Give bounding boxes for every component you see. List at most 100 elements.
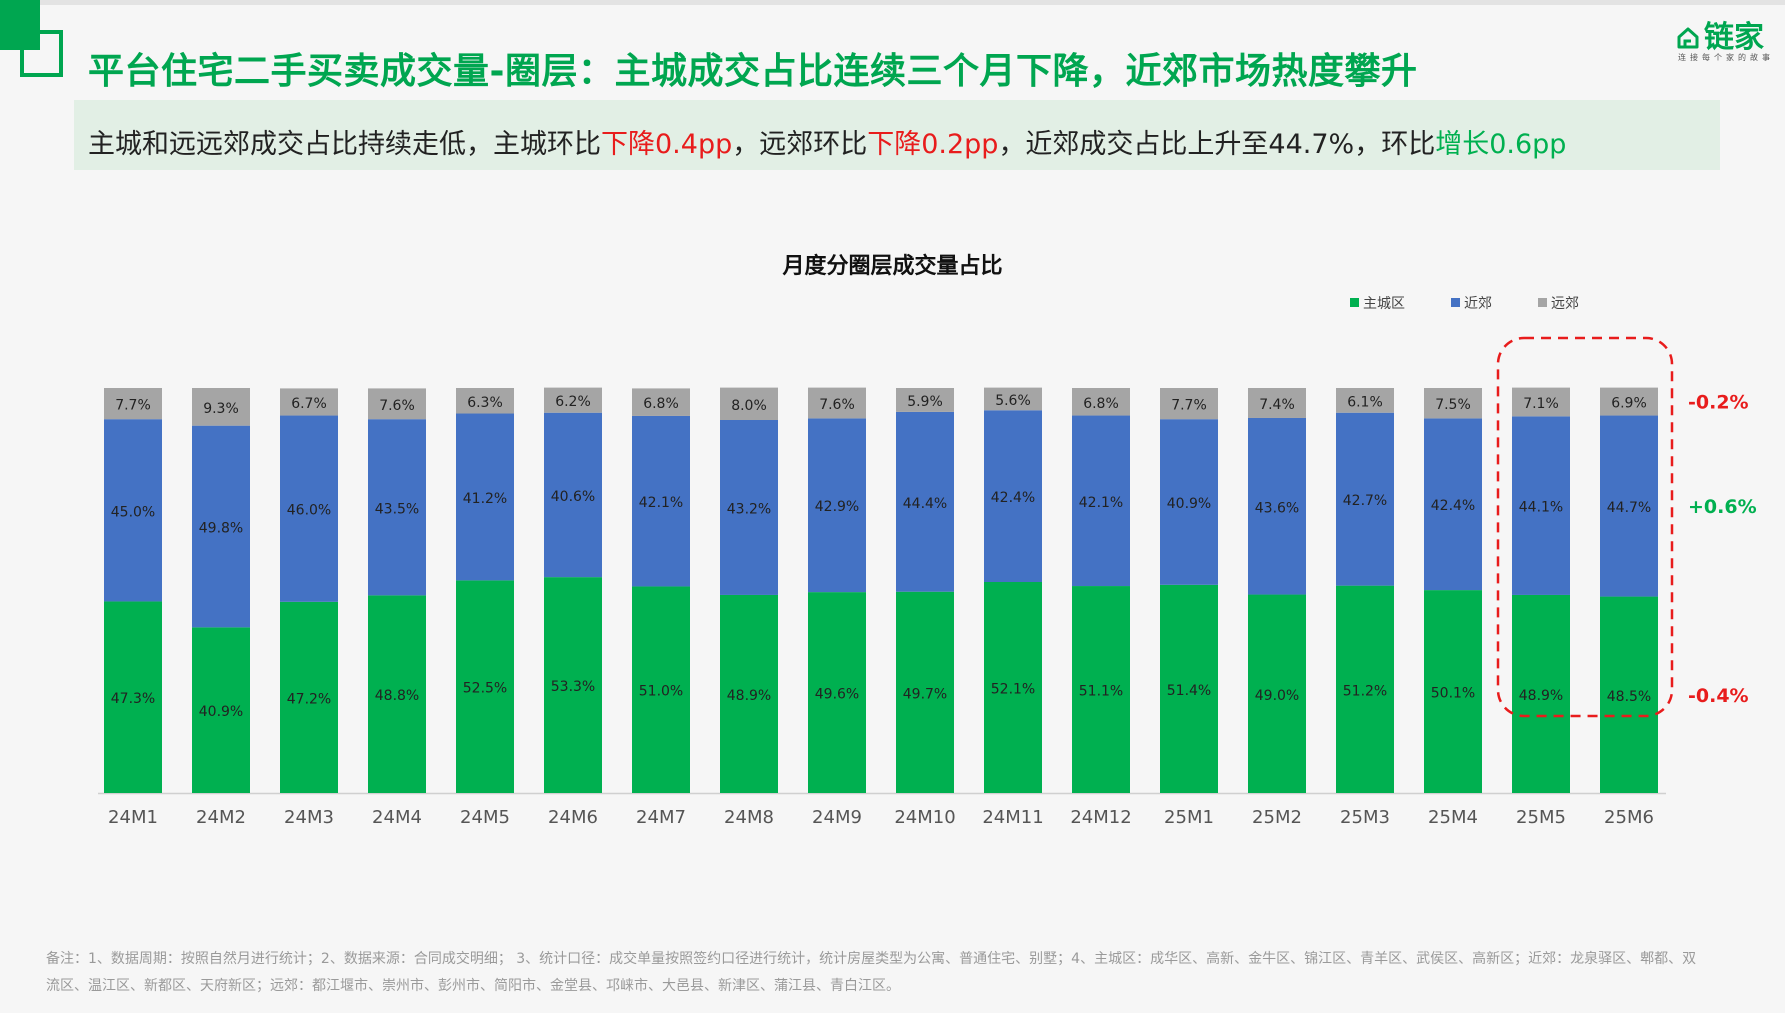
legend-label-主城区: 主城区 [1363, 296, 1405, 312]
x-tick-label-24M1: 24M1 [108, 807, 158, 828]
bar-远郊-24M4 [368, 388, 426, 420]
corner-decoration-outline [20, 30, 63, 77]
summary-part1: 主城和远远郊成交占比持续走低，主城环比 [88, 129, 601, 160]
top-divider [0, 0, 1785, 5]
logo-text: 链家 [1704, 20, 1764, 55]
data-label-主城区-25M4: 50.1% [1431, 686, 1475, 702]
x-tick-label-25M5: 25M5 [1516, 807, 1566, 828]
bar-主城区-25M2 [1248, 594, 1306, 793]
data-label-远郊-25M5: 7.1% [1523, 396, 1559, 412]
bar-近郊-24M5 [456, 413, 514, 581]
bar-近郊-24M11 [984, 410, 1042, 582]
x-tick-label-24M4: 24M4 [372, 807, 422, 828]
data-label-远郊-24M7: 6.8% [643, 396, 679, 412]
data-label-近郊-24M10: 44.4% [903, 496, 947, 512]
legend-swatch-远郊 [1538, 298, 1547, 307]
bar-远郊-25M5 [1512, 387, 1570, 417]
x-tick-label-25M6: 25M6 [1604, 807, 1654, 828]
change-annotation-远郊: -0.2% [1688, 392, 1749, 414]
data-label-远郊-24M3: 6.7% [291, 396, 327, 412]
bar-远郊-24M1 [104, 388, 162, 420]
data-label-近郊-24M5: 41.2% [463, 491, 507, 507]
bar-远郊-25M3 [1336, 388, 1394, 413]
logo-tagline: 连接每个家的故事 [1678, 53, 1774, 62]
data-label-远郊-25M2: 7.4% [1259, 397, 1295, 413]
bar-近郊-24M2 [192, 425, 250, 628]
data-label-近郊-24M12: 42.1% [1079, 495, 1123, 511]
bar-远郊-24M9 [808, 387, 866, 419]
bar-远郊-24M7 [632, 388, 690, 416]
data-label-近郊-25M2: 43.6% [1255, 500, 1299, 516]
data-label-主城区-24M11: 52.1% [991, 681, 1035, 697]
bar-主城区-24M8 [720, 594, 778, 793]
footnote: 备注：1、数据周期：按照自然月进行统计；2、数据来源：合同成交明细； 3、统计口… [46, 951, 1697, 994]
bar-远郊-25M6 [1600, 387, 1658, 416]
bar-主城区-24M3 [280, 601, 338, 793]
bar-主城区-24M5 [456, 580, 514, 793]
data-label-近郊-24M3: 46.0% [287, 503, 331, 519]
bar-主城区-24M6 [544, 577, 602, 793]
x-tick-label-24M9: 24M9 [812, 807, 862, 828]
data-label-近郊-25M3: 42.7% [1343, 493, 1387, 509]
bar-近郊-24M6 [544, 412, 602, 578]
bar-主城区-24M1 [104, 601, 162, 793]
data-label-远郊-25M3: 6.1% [1347, 394, 1383, 410]
bar-远郊-25M1 [1160, 388, 1218, 420]
data-label-主城区-24M2: 40.9% [199, 704, 243, 720]
bar-近郊-24M10 [896, 411, 954, 592]
bar-近郊-25M3 [1336, 412, 1394, 586]
bar-远郊-24M10 [896, 388, 954, 412]
x-tick-label-25M3: 25M3 [1340, 807, 1390, 828]
data-label-远郊-25M4: 7.5% [1435, 397, 1471, 413]
data-label-远郊-24M12: 6.8% [1083, 396, 1119, 412]
bar-近郊-24M4 [368, 419, 426, 596]
data-label-近郊-24M6: 40.6% [551, 489, 595, 505]
bar-主城区-25M3 [1336, 585, 1394, 793]
brand-logo: 链家 连接每个家的故事 [1676, 12, 1776, 67]
logo-wordmark: 链家 [1676, 12, 1764, 56]
data-label-远郊-24M6: 6.2% [555, 394, 591, 410]
data-label-主城区-24M3: 47.2% [287, 691, 331, 707]
data-label-近郊-24M1: 45.0% [111, 504, 155, 520]
bar-远郊-24M8 [720, 387, 778, 420]
data-label-主城区-25M2: 49.0% [1255, 688, 1299, 704]
data-label-近郊-24M4: 43.5% [375, 501, 419, 517]
data-label-远郊-24M2: 9.3% [203, 401, 239, 417]
change-annotation-主城区: -0.4% [1688, 685, 1749, 707]
highlight-box [1496, 336, 1674, 718]
bar-主城区-25M6 [1600, 596, 1658, 793]
bar-主城区-25M1 [1160, 584, 1218, 793]
bar-近郊-25M2 [1248, 417, 1306, 595]
bar-近郊-24M7 [632, 415, 690, 587]
bar-主城区-24M12 [1072, 586, 1130, 793]
bar-近郊-25M6 [1600, 415, 1658, 597]
legend-label-远郊: 远郊 [1551, 295, 1579, 312]
data-label-近郊-25M4: 42.4% [1431, 498, 1475, 514]
bar-近郊-24M12 [1072, 415, 1130, 587]
data-label-远郊-25M1: 7.7% [1171, 398, 1207, 414]
summary-part3: ，近郊成交占比上升至44.7%，环比 [998, 129, 1436, 160]
x-tick-label-24M5: 24M5 [460, 807, 510, 828]
x-tick-label-24M7: 24M7 [636, 807, 686, 828]
data-label-主城区-25M3: 51.2% [1343, 683, 1387, 699]
bar-近郊-24M8 [720, 419, 778, 595]
change-annotation-近郊: +0.6% [1688, 496, 1757, 518]
data-label-主城区-24M5: 52.5% [463, 681, 507, 697]
x-tick-label-24M2: 24M2 [196, 807, 246, 828]
bar-主城区-24M10 [896, 591, 954, 793]
data-label-主城区-24M7: 51.0% [639, 684, 683, 700]
bar-主城区-25M4 [1424, 590, 1482, 793]
bar-近郊-25M4 [1424, 418, 1482, 591]
summary-banner: 主城和远远郊成交占比持续走低，主城环比下降0.4pp，远郊环比下降0.2pp，近… [74, 100, 1720, 170]
bar-远郊-24M12 [1072, 388, 1130, 416]
data-label-远郊-24M11: 5.6% [995, 393, 1031, 409]
x-tick-label-24M3: 24M3 [284, 807, 334, 828]
bar-近郊-24M3 [280, 415, 338, 602]
chart-title: 月度分圈层成交量占比 [782, 254, 1003, 279]
page-title: 平台住宅二手买卖成交量-圈层：主城成交占比连续三个月下降，近郊市场热度攀升 [88, 51, 1418, 92]
bar-远郊-25M2 [1248, 388, 1306, 418]
bar-主城区-25M5 [1512, 594, 1570, 793]
summary-far-suburb-change: 下降0.2pp [867, 129, 999, 160]
bar-远郊-24M2 [192, 388, 250, 426]
data-label-远郊-24M5: 6.3% [467, 395, 503, 411]
